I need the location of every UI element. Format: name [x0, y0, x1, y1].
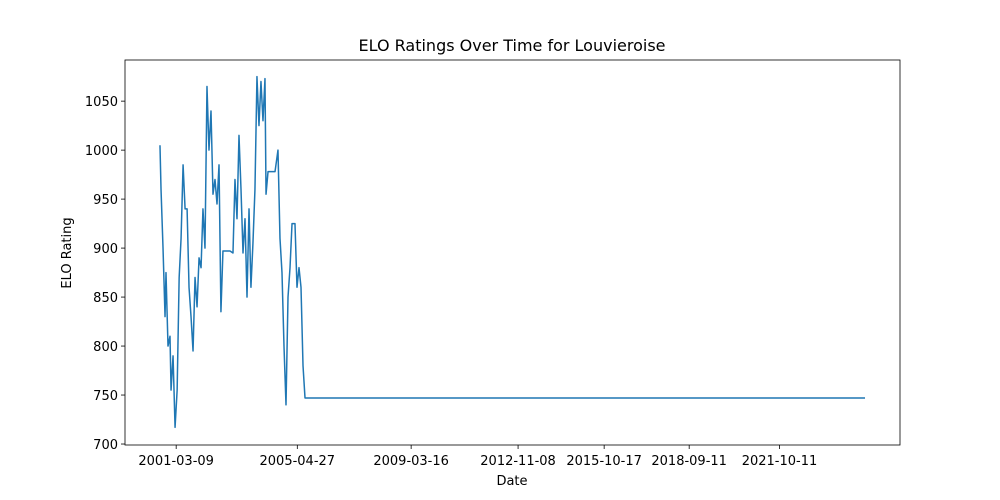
x-tick-label: 2012-11-08	[480, 454, 556, 469]
line	[159, 75, 866, 429]
y-tick-label: 900	[93, 242, 118, 257]
y-tick-label: 1050	[85, 95, 118, 110]
x-tick-label: 2021-10-11	[742, 454, 818, 469]
y-tick-label: 950	[93, 193, 118, 208]
y-axis-label: ELO Rating	[60, 217, 75, 288]
y-tick-label: 750	[93, 389, 118, 404]
y-tick-label: 700	[93, 438, 118, 453]
x-tick-label: 2015-10-17	[566, 454, 642, 469]
plot-frame	[124, 59, 901, 446]
x-tick-label: 2005-04-27	[260, 454, 336, 469]
x-tick-label: 2009-03-16	[373, 454, 449, 469]
y-tick-label: 1000	[85, 144, 118, 159]
x-axis-label: Date	[496, 474, 527, 489]
x-tick-label: 2001-03-09	[138, 454, 214, 469]
y-tick-label: 850	[93, 291, 118, 306]
x-tick-label: 2018-09-11	[651, 454, 727, 469]
y-tick-label: 800	[93, 340, 118, 355]
chart-title: ELO Ratings Over Time for Louvieroise	[359, 36, 666, 55]
